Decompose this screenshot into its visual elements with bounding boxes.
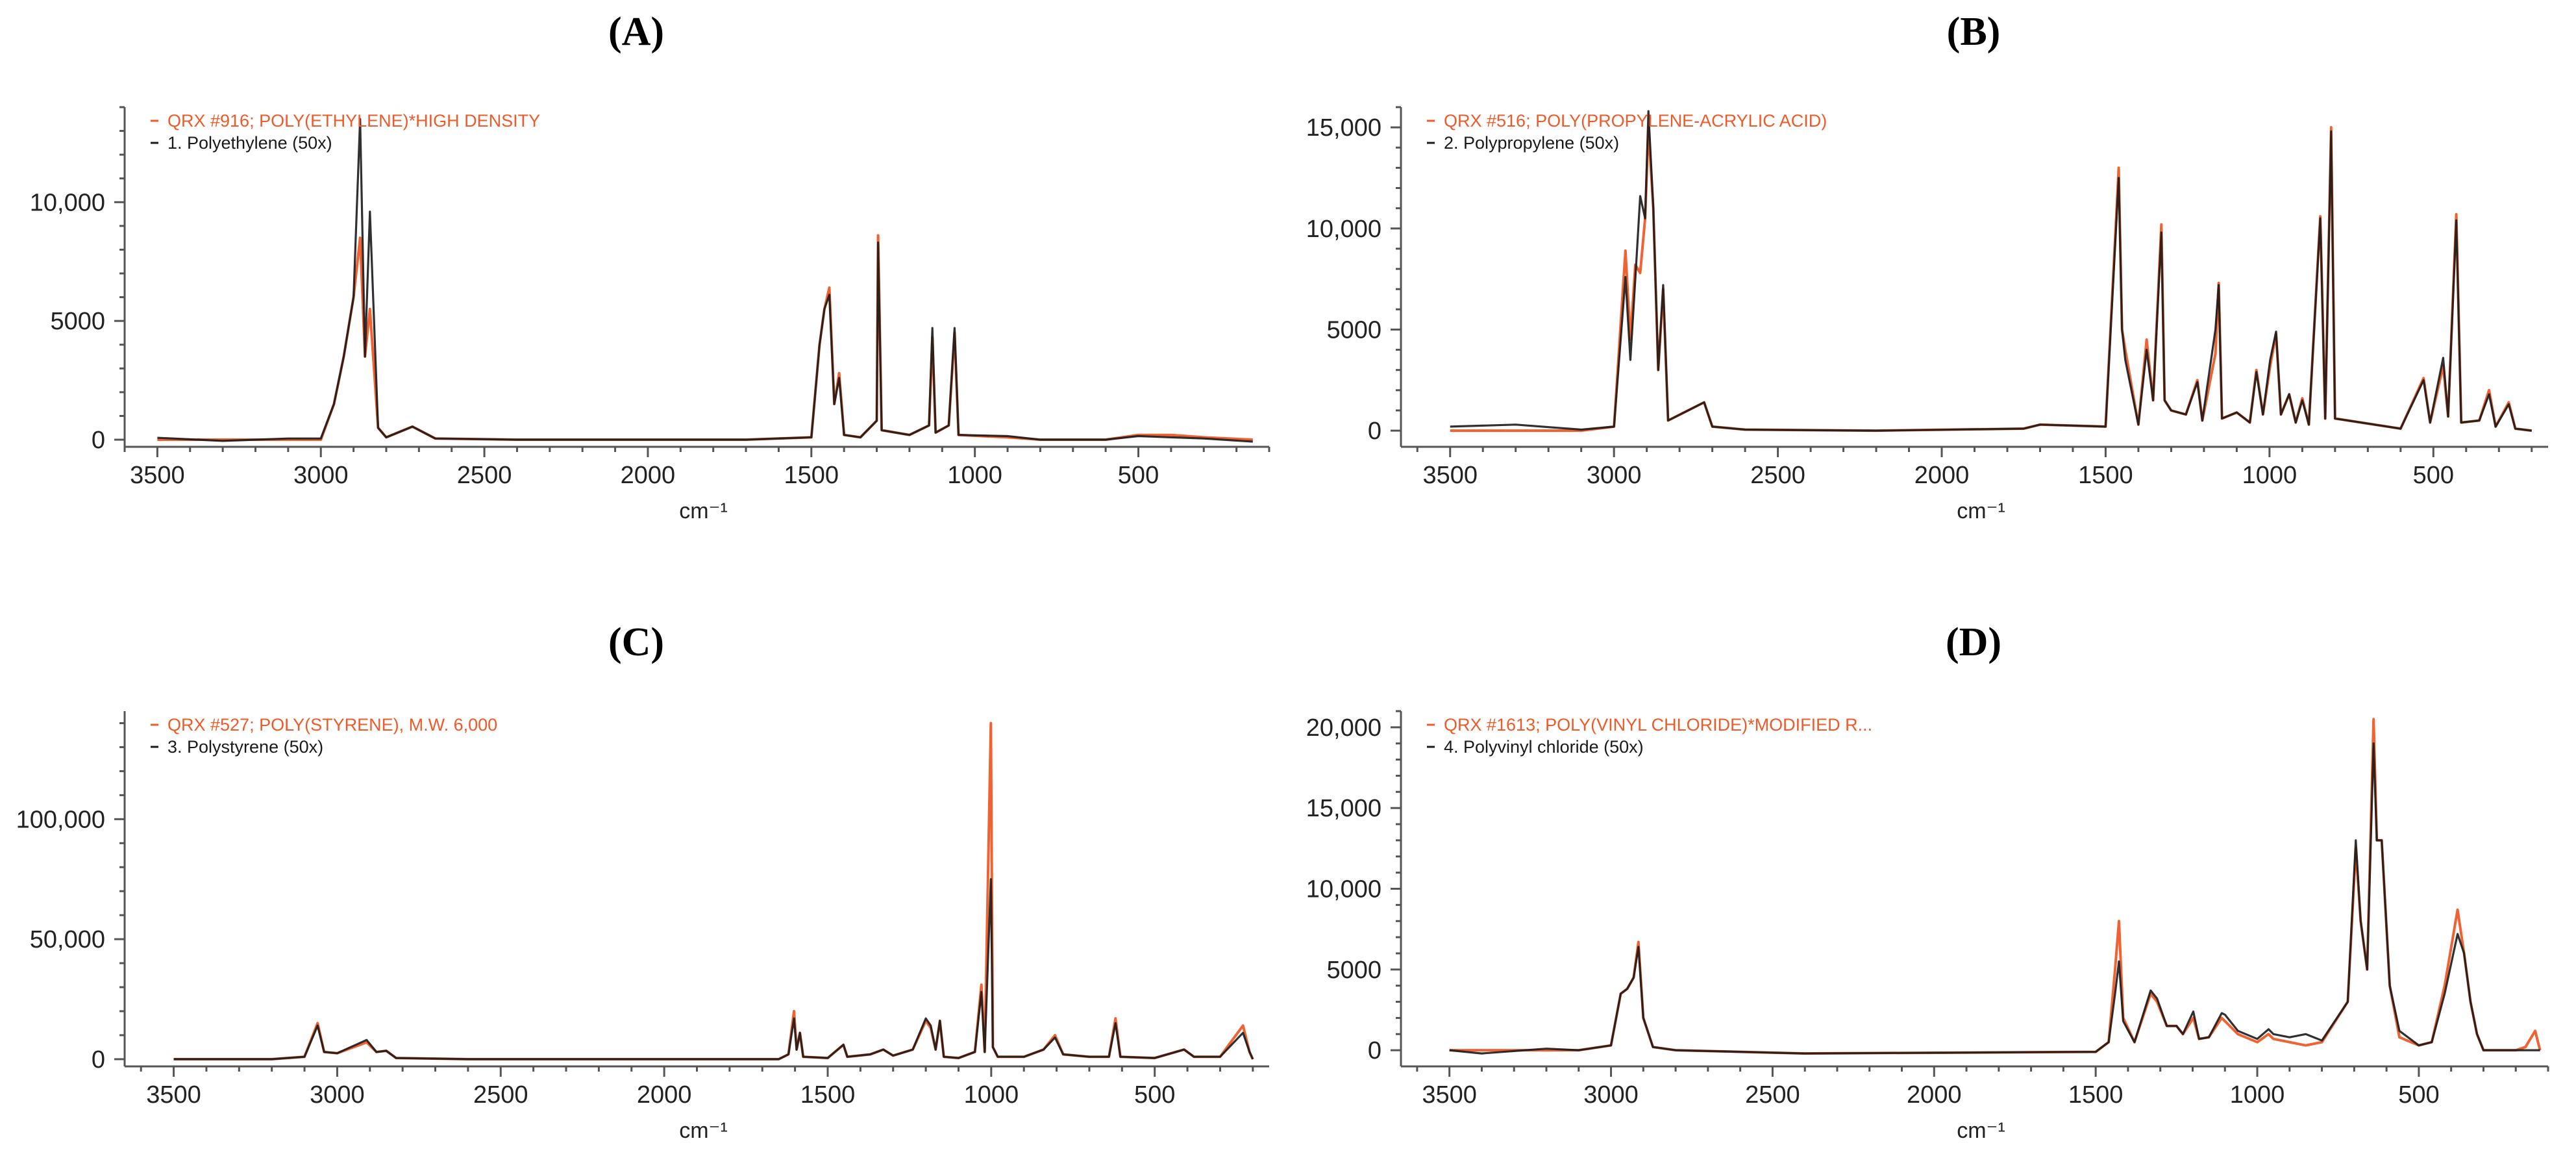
x-tick-label: 500 xyxy=(1118,462,1159,489)
x-tick-label: 3500 xyxy=(1422,1081,1477,1109)
x-axis-label: cm⁻¹ xyxy=(679,1118,728,1143)
y-tick-label: 100,000 xyxy=(16,806,105,833)
series-line-reference xyxy=(1449,718,2542,1055)
chart-panel-b: (B)3500 3000 2500 2000 1500 1000 5000500010,00… xyxy=(1306,10,2548,523)
panel-label: (C) xyxy=(608,620,664,664)
x-tick-label: 1000 xyxy=(2242,462,2297,489)
legend-entry: QRX #527; POLY(STYRENE), M.W. 6,000 xyxy=(167,715,497,735)
series-line-sample xyxy=(157,118,1253,443)
x-tick-label: 2000 xyxy=(637,1081,692,1109)
x-tick-label: 1500 xyxy=(784,462,839,489)
y-tick-label: 5000 xyxy=(1326,957,1381,984)
legend-entry: 2. Polypropylene (50x) xyxy=(1444,133,1619,153)
y-tick-label: 10,000 xyxy=(1306,216,1381,243)
legend-entry: QRX #916; POLY(ETHYLENE)*HIGH DENSITY xyxy=(167,111,540,131)
legend-entry: 4. Polyvinyl chloride (50x) xyxy=(1444,737,1644,757)
x-tick-label: 1500 xyxy=(2068,1081,2124,1109)
panel-label: (B) xyxy=(1947,10,2001,54)
x-tick-label: 2000 xyxy=(621,462,676,489)
x-tick-label: 3000 xyxy=(1587,462,1642,489)
series-line-reference xyxy=(173,722,1254,1061)
y-tick-label: 50,000 xyxy=(30,926,105,953)
y-tick-label: 0 xyxy=(92,1046,105,1074)
x-axis-label: cm⁻¹ xyxy=(679,499,728,523)
legend-entry: QRX #516; POLY(PROPYLENE-ACRYLIC ACID) xyxy=(1444,111,1827,131)
y-tick-label: 10,000 xyxy=(30,189,105,216)
y-tick-label: 0 xyxy=(92,427,105,454)
y-tick-label: 5000 xyxy=(1326,316,1381,344)
y-tick-label: 0 xyxy=(1368,418,1381,445)
x-tick-label: 1000 xyxy=(947,462,1002,489)
series-line-reference xyxy=(1450,126,2533,433)
x-tick-label: 3500 xyxy=(1422,462,1478,489)
x-tick-label: 500 xyxy=(2398,1081,2439,1109)
x-tick-label: 2500 xyxy=(1750,462,1805,489)
x-tick-label: 3000 xyxy=(1583,1081,1639,1109)
x-tick-label: 2500 xyxy=(1745,1081,1800,1109)
y-tick-label: 15,000 xyxy=(1306,114,1381,142)
series-line-sample xyxy=(1449,742,2540,1055)
x-tick-label: 1500 xyxy=(800,1081,856,1109)
x-tick-label: 2000 xyxy=(1914,462,1970,489)
x-tick-label: 3500 xyxy=(146,1081,201,1109)
y-tick-label: 5000 xyxy=(50,308,105,335)
x-axis-label: cm⁻¹ xyxy=(1957,499,2005,523)
x-tick-label: 3000 xyxy=(293,462,349,489)
x-tick-label: 1000 xyxy=(964,1081,1019,1109)
x-axis-label: cm⁻¹ xyxy=(1957,1118,2005,1143)
y-tick-label: 15,000 xyxy=(1306,795,1381,822)
series-line-reference xyxy=(157,234,1253,441)
legend-entry: QRX #1613; POLY(VINYL CHLORIDE)*MODIFIED… xyxy=(1444,715,1872,735)
x-tick-label: 500 xyxy=(1134,1081,1175,1109)
x-tick-label: 3000 xyxy=(310,1081,365,1109)
y-tick-label: 20,000 xyxy=(1306,714,1381,742)
series-line-sample xyxy=(173,878,1254,1061)
x-tick-label: 2500 xyxy=(473,1081,528,1109)
series-line-sample xyxy=(1450,110,2532,432)
x-tick-label: 1000 xyxy=(2230,1081,2285,1109)
legend-entry: 1. Polyethylene (50x) xyxy=(167,133,332,153)
chart-panel-a: (A)3500 3000 2500 2000 1500 1000 5000500010,00… xyxy=(30,10,1270,523)
panel-label: (D) xyxy=(1946,620,2001,664)
chart-panel-d: (D)3500 3000 2500 2000 1500 1000 5000500010,00… xyxy=(1306,620,2549,1143)
x-tick-label: 500 xyxy=(2413,462,2454,489)
legend-entry: 3. Polystyrene (50x) xyxy=(167,737,323,757)
y-tick-label: 10,000 xyxy=(1306,876,1381,903)
panel-label: (A) xyxy=(608,10,664,54)
x-tick-label: 3500 xyxy=(130,462,185,489)
x-tick-label: 2000 xyxy=(1907,1081,1962,1109)
y-tick-label: 0 xyxy=(1368,1037,1381,1064)
chart-panel-c: (C) 3500 3000 2500 2000 1500 1000 500 0 50,000 100… xyxy=(16,620,1269,1143)
x-tick-label: 2500 xyxy=(457,462,512,489)
x-tick-label: 1500 xyxy=(2078,462,2133,489)
